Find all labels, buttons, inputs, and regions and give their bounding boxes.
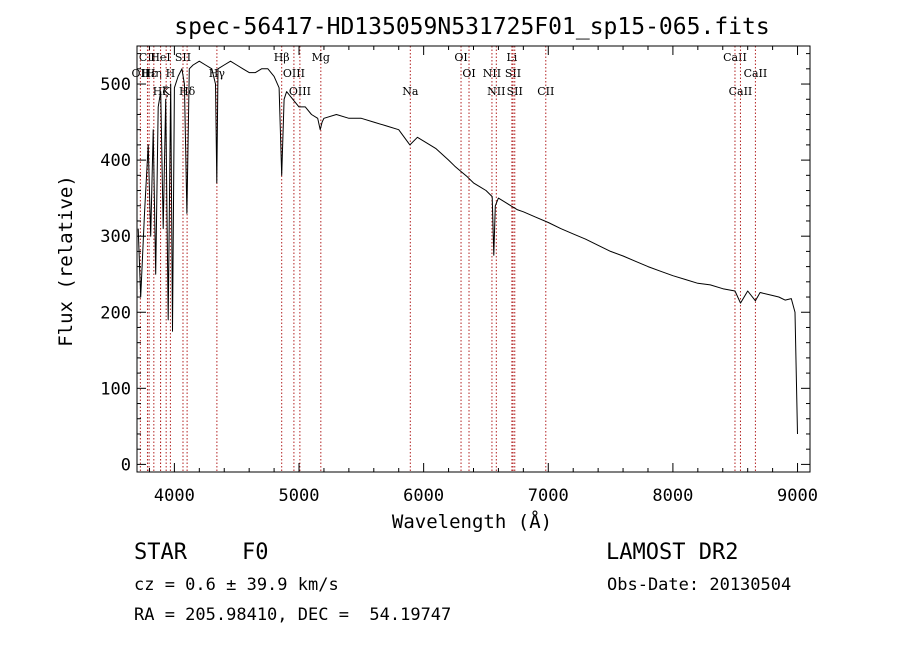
- x-tick-label: 8000: [652, 486, 693, 506]
- marker-label: OIII: [289, 85, 311, 98]
- y-axis-label: Flux (relative): [55, 175, 77, 347]
- redshift-readout: cz = 0.6 ± 39.9 km/s: [134, 575, 339, 595]
- marker-label: NII: [487, 85, 505, 98]
- object-class: STAR: [134, 540, 187, 565]
- marker-label: CaII: [729, 85, 753, 98]
- x-tick-label: 6000: [403, 486, 444, 506]
- y-tick-label: 400: [100, 151, 131, 171]
- line-markers: CIIOIIHεHηHζHeIKHSIIHδHγHβOIIIOIIIMgNaOI…: [132, 46, 768, 472]
- marker-label: Hβ: [274, 51, 290, 64]
- marker-label: NII: [483, 67, 501, 80]
- marker-label: CII: [537, 85, 554, 98]
- marker-label: OI: [462, 67, 475, 80]
- y-tick-label: 200: [100, 303, 131, 323]
- chart-title: spec-56417-HD135059N531725F01_sp15-065.f…: [174, 14, 769, 40]
- marker-label: Hδ: [179, 85, 196, 98]
- y-axis: 0 100 200 300 400 500: [100, 53, 810, 475]
- marker-label: HeI: [150, 51, 170, 64]
- marker-label: SII: [175, 51, 191, 64]
- marker-label: SII: [507, 85, 523, 98]
- marker-label: CaII: [744, 67, 768, 80]
- marker-label: OII: [132, 67, 150, 80]
- y-tick-label: 0: [121, 455, 131, 475]
- marker-label: K: [162, 85, 171, 98]
- marker-label: CII: [139, 51, 156, 64]
- x-axis-label: Wavelength (Å): [392, 510, 552, 533]
- y-tick-label: 300: [100, 227, 131, 247]
- object-subclass: F0: [242, 540, 269, 565]
- x-tick-label: 7000: [528, 486, 569, 506]
- spectrum-line: [137, 60, 798, 435]
- x-tick-label: 5000: [279, 486, 320, 506]
- x-tick-label: 4000: [154, 486, 195, 506]
- marker-label: Na: [402, 85, 419, 98]
- plot-frame: [136, 45, 811, 473]
- marker-label: Mg: [312, 51, 330, 64]
- y-tick-label: 100: [100, 379, 131, 399]
- marker-label: OI: [454, 51, 467, 64]
- marker-label: CaII: [723, 51, 747, 64]
- marker-label: OIII: [283, 67, 305, 80]
- spectrum-series: [137, 60, 798, 435]
- marker-label: Hη: [146, 67, 162, 80]
- marker-label: Li: [506, 51, 517, 64]
- coordinates: RA = 205.98410, DEC = 54.19747: [134, 605, 452, 625]
- marker-label: SII: [505, 67, 521, 80]
- y-tick-label: 500: [100, 75, 131, 95]
- marker-label: Hε: [141, 67, 157, 80]
- x-axis: 4000 5000 6000 7000 8000 9000: [148, 46, 818, 506]
- survey-name: LAMOST DR2: [606, 540, 739, 565]
- marker-label: Hγ: [209, 67, 226, 80]
- obs-date: Obs-Date: 20130504: [607, 575, 792, 595]
- x-tick-label: 9000: [777, 486, 818, 506]
- marker-label: H: [166, 67, 176, 80]
